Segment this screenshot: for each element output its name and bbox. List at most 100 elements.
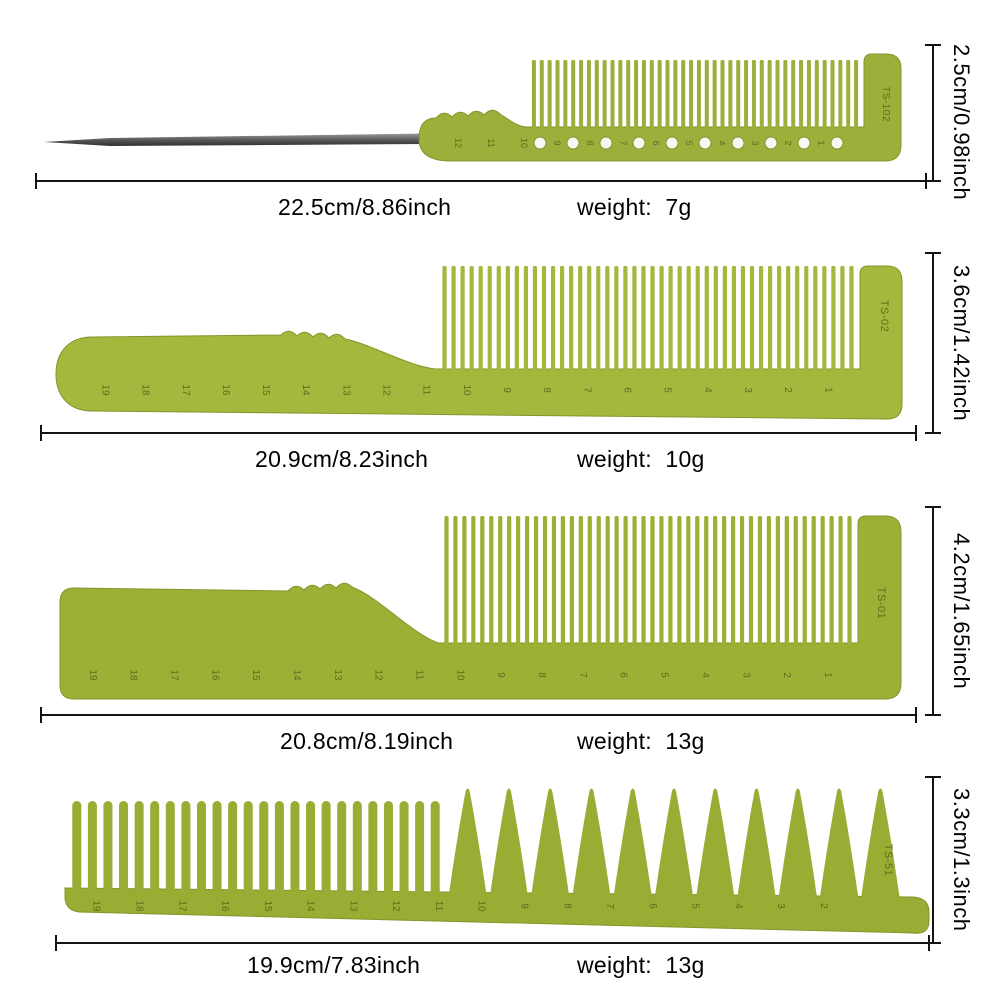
metal-pin — [44, 133, 426, 146]
svg-text:8: 8 — [561, 903, 572, 909]
svg-text:12: 12 — [390, 900, 401, 912]
svg-text:2: 2 — [782, 387, 793, 393]
comb-teeth-narrow — [72, 801, 440, 897]
svg-text:17: 17 — [168, 669, 179, 681]
length-label-3: 20.8cm/8.19inch — [280, 728, 454, 754]
svg-text:13: 13 — [332, 669, 343, 681]
comb-teeth — [444, 516, 852, 645]
height-label-2: 3.6cm/1.42inch — [949, 264, 974, 422]
svg-text:3: 3 — [740, 672, 751, 678]
svg-text:18: 18 — [134, 900, 145, 912]
model-label: TS-102 — [880, 86, 891, 122]
svg-text:19: 19 — [87, 669, 98, 681]
svg-text:4: 4 — [699, 672, 710, 678]
weight-label-3: weight: 13g — [577, 728, 705, 754]
comb-graphic-3: 19 18 17 16 15 14 13 12 11 10 9 8 7 6 5 4 3 2 1 TS-01 — [59, 515, 902, 700]
svg-text:9: 9 — [495, 672, 506, 678]
svg-text:6: 6 — [618, 672, 629, 678]
svg-text:1: 1 — [822, 672, 833, 678]
svg-text:7: 7 — [618, 140, 628, 145]
svg-text:16: 16 — [209, 669, 220, 681]
svg-text:14: 14 — [305, 900, 316, 912]
svg-text:10: 10 — [461, 384, 472, 396]
svg-text:4: 4 — [717, 140, 727, 145]
svg-text:2: 2 — [783, 140, 793, 145]
svg-text:16: 16 — [220, 384, 231, 396]
svg-text:1: 1 — [816, 140, 826, 145]
length-label-1: 22.5cm/8.86inch — [278, 194, 452, 220]
svg-text:13: 13 — [340, 384, 351, 396]
svg-text:3: 3 — [750, 140, 760, 145]
svg-text:3: 3 — [775, 903, 786, 909]
svg-text:15: 15 — [250, 669, 261, 681]
svg-text:5: 5 — [659, 672, 670, 678]
svg-text:18: 18 — [128, 669, 139, 681]
svg-text:10: 10 — [476, 900, 487, 912]
comb-body — [59, 515, 902, 700]
svg-text:10: 10 — [519, 138, 529, 148]
svg-text:16: 16 — [219, 900, 230, 912]
svg-text:19: 19 — [91, 900, 102, 912]
svg-text:8: 8 — [585, 140, 595, 145]
length-dimension-line-3 — [40, 707, 917, 723]
svg-text:14: 14 — [300, 384, 311, 396]
length-dimension-line-2 — [40, 425, 917, 441]
comb-teeth — [531, 60, 859, 130]
svg-text:7: 7 — [577, 672, 588, 678]
svg-text:17: 17 — [180, 384, 191, 396]
svg-text:17: 17 — [176, 900, 187, 912]
length-dimension-line-1 — [35, 173, 927, 189]
svg-text:6: 6 — [621, 387, 632, 393]
svg-text:8: 8 — [541, 387, 552, 393]
svg-text:3: 3 — [742, 387, 753, 393]
svg-text:12: 12 — [381, 384, 392, 396]
svg-text:11: 11 — [433, 901, 444, 912]
svg-text:5: 5 — [662, 387, 673, 393]
height-dimension-line-3 — [925, 506, 941, 716]
height-dimension-line-2 — [925, 252, 941, 434]
svg-text:6: 6 — [647, 903, 658, 909]
svg-text:4: 4 — [732, 903, 743, 909]
svg-text:7: 7 — [581, 387, 592, 393]
svg-text:15: 15 — [262, 900, 273, 912]
height-label-1: 2.5cm/0.98inch — [949, 44, 974, 201]
svg-text:12: 12 — [453, 138, 463, 148]
svg-text:15: 15 — [260, 384, 271, 396]
length-dimension-line-4 — [55, 935, 930, 951]
comb-graphic-1: 12 11 10 9 8 7 6 5 4 3 2 1 TS-102 — [44, 53, 902, 162]
comb-teeth — [442, 266, 854, 371]
weight-label-2: weight: 10g — [577, 446, 705, 472]
svg-text:11: 11 — [414, 670, 425, 681]
comb-graphic-2: 19 18 17 16 15 14 13 12 11 10 9 8 7 6 5 4 3 2 1 TS-02 — [55, 265, 903, 420]
svg-text:12: 12 — [373, 669, 384, 681]
svg-text:13: 13 — [347, 900, 358, 912]
comb-teeth-wide — [447, 788, 901, 903]
svg-text:6: 6 — [651, 140, 661, 145]
svg-text:14: 14 — [291, 669, 302, 681]
svg-text:4: 4 — [702, 387, 713, 393]
weight-label-1: weight: 7g — [577, 194, 692, 220]
svg-text:9: 9 — [519, 903, 530, 909]
ruler-numbers: 12 11 10 9 8 7 6 5 4 3 2 1 — [453, 138, 826, 148]
svg-text:9: 9 — [552, 140, 562, 145]
model-label: TS-01 — [875, 587, 887, 619]
svg-text:2: 2 — [781, 672, 792, 678]
height-label-3: 4.2cm/1.65inch — [949, 532, 974, 690]
svg-text:5: 5 — [690, 903, 701, 909]
comb-holes — [533, 136, 844, 150]
height-dimension-line-4 — [925, 776, 941, 944]
ruler-numbers: 19 18 17 16 15 14 13 12 11 10 9 8 7 6 5 4 3 2 — [91, 900, 829, 912]
comb-body — [418, 53, 902, 162]
comb-graphic-4: 19 18 17 16 15 14 13 12 11 10 9 8 7 6 5 4 3 2 TS-51 — [64, 788, 930, 934]
svg-text:1: 1 — [822, 387, 833, 393]
svg-text:7: 7 — [604, 903, 615, 909]
weight-label-4: weight: 13g — [577, 952, 705, 978]
svg-text:11: 11 — [486, 138, 496, 147]
svg-text:18: 18 — [140, 384, 151, 396]
model-label: TS-51 — [882, 844, 894, 876]
svg-text:10: 10 — [454, 669, 465, 681]
comb-body — [55, 265, 903, 420]
ruler-numbers: 19 18 17 16 15 14 13 12 11 10 9 8 7 6 5 4 3 2 1 — [87, 669, 833, 681]
height-label-4: 3.3cm/1.3inch — [949, 788, 974, 932]
